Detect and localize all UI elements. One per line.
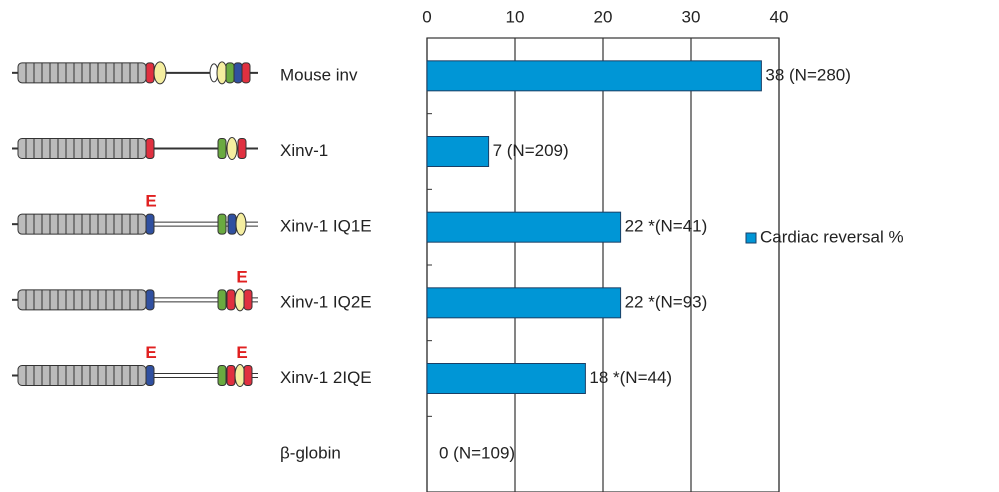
annotation: E [145, 192, 156, 211]
domain [218, 214, 226, 234]
domain [244, 366, 252, 386]
value-label: 7 (N=209) [493, 141, 569, 160]
x-tick-label: 40 [770, 7, 789, 26]
annotation: E [236, 267, 247, 286]
bar [427, 61, 761, 91]
x-tick-label: 10 [506, 7, 525, 26]
legend-label: Cardiac reversal % [760, 227, 904, 246]
value-label: 22 *(N=41) [625, 217, 708, 236]
domain [154, 62, 166, 84]
x-tick-label: 30 [682, 7, 701, 26]
domain [236, 213, 246, 235]
annotation: E [145, 343, 156, 362]
value-label: 38 (N=280) [765, 65, 851, 84]
value-label: 0 (N=109) [439, 444, 515, 463]
y-tick-label: Mouse inv [280, 65, 358, 84]
chart: 0 10 20 30 40 Mouse inv 38 (N=280) Xinv-1 7 (N=2… [0, 0, 999, 492]
y-tick-label: Xinv-1 IQ2E [280, 292, 372, 311]
y-tick-label: Xinv-1 2IQE [280, 368, 372, 387]
annotation: E [236, 343, 247, 362]
bar [427, 288, 621, 318]
domain [242, 63, 250, 83]
domain [227, 138, 237, 160]
x-tick-label: 0 [422, 7, 431, 26]
domain [146, 366, 154, 386]
x-tick-label: 20 [594, 7, 613, 26]
domain [218, 290, 226, 310]
domain [227, 366, 235, 386]
domain [146, 290, 154, 310]
bar [427, 212, 621, 242]
bar [427, 137, 489, 167]
domain [146, 139, 154, 159]
domain [228, 214, 236, 234]
y-tick-label: β-globin [280, 444, 341, 463]
legend-swatch [746, 233, 756, 243]
bar [427, 364, 585, 394]
y-tick-label: Xinv-1 IQ1E [280, 217, 372, 236]
domain [146, 63, 154, 83]
domain [226, 63, 234, 83]
value-label: 22 *(N=93) [625, 292, 708, 311]
domain [218, 366, 226, 386]
value-label: 18 *(N=44) [589, 368, 672, 387]
construct-diagrams [12, 62, 258, 387]
domain [238, 139, 246, 159]
domain [146, 214, 154, 234]
y-tick-label: Xinv-1 [280, 141, 328, 160]
domain [227, 290, 235, 310]
domain [234, 63, 242, 83]
domain [218, 139, 226, 159]
domain [244, 290, 252, 310]
